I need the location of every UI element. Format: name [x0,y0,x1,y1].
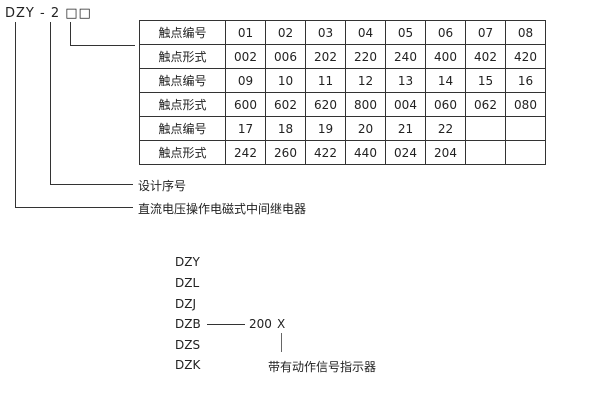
table-cell: 220 [345,44,386,69]
table-cell: 12 [345,68,386,93]
table-cell: 06 [425,20,466,45]
table-cell: 19 [305,116,346,141]
series-item: DZL [175,276,200,290]
table-row: 触点形式 242 260 422 440 024 204 [139,140,546,165]
table-row: 触点编号 17 18 19 20 21 22 [139,116,546,141]
table-cell: 14 [425,68,466,93]
table-cell: 240 [385,44,426,69]
indicator-note: 带有动作信号指示器 [268,360,377,374]
table-cell: 402 [465,44,506,69]
table-cell: 620 [305,92,346,117]
table-cell: 09 [225,68,266,93]
row-label: 触点形式 [139,92,226,117]
table-cell: 16 [505,68,546,93]
table-cell [505,116,546,141]
table-cell [505,140,546,165]
connector-line [15,207,133,208]
suffix-x: X [277,317,286,331]
design-serial-label: 设计序号 [138,179,187,193]
table-cell: 05 [385,20,426,45]
series-item: DZY [175,255,200,269]
table-cell: 22 [425,116,466,141]
table-row: 触点编号 09 10 11 12 13 14 15 16 [139,68,546,93]
table-cell: 01 [225,20,266,45]
suffix-code: 200 [249,317,272,331]
table-cell: 002 [225,44,266,69]
table-cell: 08 [505,20,546,45]
table-cell: 062 [465,92,506,117]
row-label: 触点编号 [139,20,226,45]
series-item: DZS [175,338,201,352]
table-cell: 20 [345,116,386,141]
table-cell: 242 [225,140,266,165]
table-cell: 024 [385,140,426,165]
row-label: 触点形式 [139,140,226,165]
table-cell: 080 [505,92,546,117]
series-item: DZK [175,358,201,372]
connector-line [50,22,51,185]
table-row: 触点形式 600 602 620 800 004 060 062 080 [139,92,546,117]
table-cell: 422 [305,140,346,165]
table-cell: 18 [265,116,306,141]
table-cell: 03 [305,20,346,45]
table-cell: 204 [425,140,466,165]
connector-line [50,184,133,185]
table-cell: 13 [385,68,426,93]
connector-line [15,22,16,208]
table-cell: 400 [425,44,466,69]
connector-line [70,45,135,46]
table-cell [465,140,506,165]
table-cell: 21 [385,116,426,141]
table-cell [465,116,506,141]
series-item: DZB [175,317,201,331]
row-label: 触点编号 [139,68,226,93]
table-cell: 800 [345,92,386,117]
table-cell: 10 [265,68,306,93]
table-cell: 17 [225,116,266,141]
table-cell: 02 [265,20,306,45]
model-code: DZY - 2 □□ [5,6,92,21]
table-cell: 006 [265,44,306,69]
table-cell: 060 [425,92,466,117]
table-cell: 440 [345,140,386,165]
table-cell: 15 [465,68,506,93]
table-cell: 11 [305,68,346,93]
table-row: 触点形式 002 006 202 220 240 400 402 420 [139,44,546,69]
connector-line [70,22,71,45]
row-label: 触点形式 [139,44,226,69]
connector-line [281,333,282,352]
contact-table: 触点编号 01 02 03 04 05 06 07 08 触点形式 002 006 202 220 240 4… [139,20,546,165]
table-cell: 07 [465,20,506,45]
table-cell: 600 [225,92,266,117]
row-label: 触点编号 [139,116,226,141]
table-cell: 260 [265,140,306,165]
series-item: DZJ [175,297,196,311]
table-cell: 04 [345,20,386,45]
table-row: 触点编号 01 02 03 04 05 06 07 08 [139,20,546,45]
connector-line [207,324,245,325]
table-cell: 004 [385,92,426,117]
table-cell: 420 [505,44,546,69]
table-cell: 602 [265,92,306,117]
table-cell: 202 [305,44,346,69]
relay-type-label: 直流电压操作电磁式中间继电器 [138,202,307,216]
